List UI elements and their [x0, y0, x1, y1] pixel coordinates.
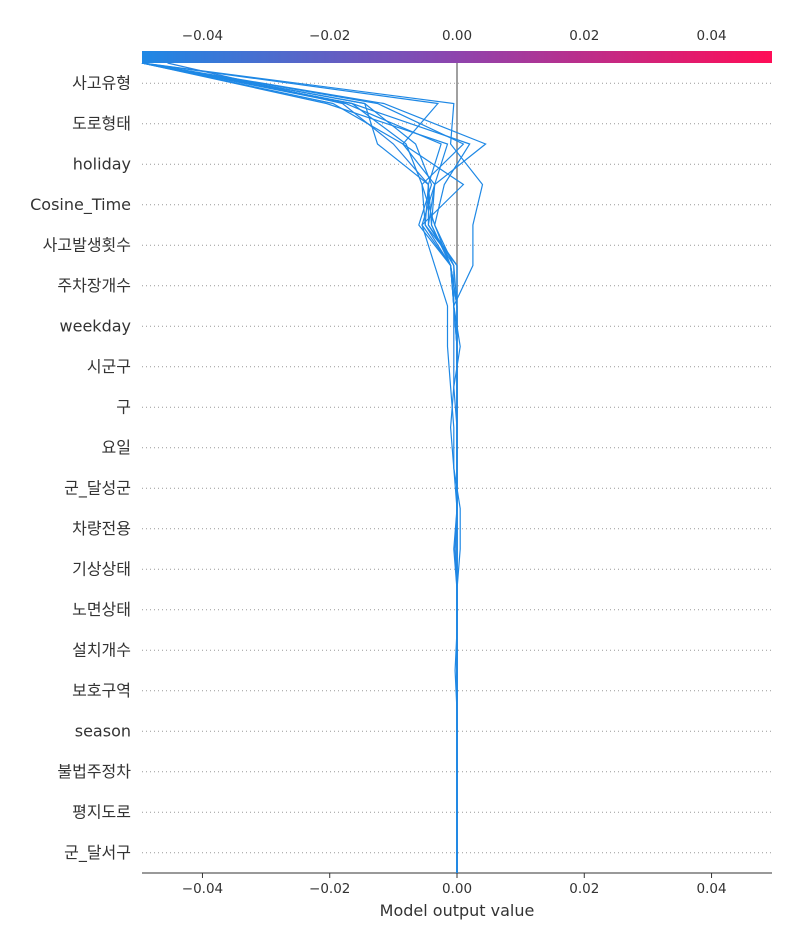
feature-label: season [75, 721, 131, 740]
feature-label: 군_달성군 [64, 478, 131, 498]
feature-label: 보호구역 [72, 681, 131, 700]
feature-label: 도로형태 [72, 114, 131, 133]
decision-line [141, 62, 465, 873]
feature-label: 구 [116, 397, 131, 416]
decision-line [141, 62, 458, 873]
bottom-tick-label: 0.00 [442, 881, 472, 897]
top-tick-label: 0.00 [442, 28, 472, 44]
feature-label: 불법주정차 [57, 762, 131, 781]
decision-line [141, 62, 465, 873]
feature-label: 군_달서구 [64, 843, 131, 863]
feature-label: Cosine_Time [30, 195, 131, 215]
decision-line [141, 62, 458, 873]
decision-line [141, 62, 458, 873]
feature-label: 설치개수 [72, 640, 131, 659]
colorbar [142, 51, 772, 63]
decision-line [141, 62, 471, 873]
feature-row-gridlines [142, 82, 772, 854]
feature-label: 사고발생횟수 [43, 235, 131, 254]
top-tick-label: −0.02 [309, 28, 350, 44]
top-tick-label: −0.04 [182, 28, 223, 44]
x-axis-title: Model output value [380, 901, 535, 920]
feature-label: 사고유형 [72, 73, 131, 92]
bottom-tick-label: 0.02 [569, 881, 599, 897]
feature-label: 평지도로 [72, 802, 131, 821]
feature-label: 차량전용 [72, 519, 131, 538]
bottom-tick-label: −0.02 [309, 881, 350, 897]
decision-line [141, 62, 458, 873]
bottom-tick-label: −0.04 [182, 881, 223, 897]
feature-label: holiday [73, 154, 131, 173]
decision-line [167, 62, 458, 873]
feature-label: weekday [60, 316, 131, 335]
decision-line [141, 62, 458, 873]
bottom-tick-label: 0.04 [697, 881, 727, 897]
feature-label: 시군구 [87, 357, 131, 376]
feature-label: 주차장개수 [57, 276, 131, 295]
bottom-tick-labels: −0.04 −0.02 0.00 0.02 0.04 [182, 873, 727, 897]
top-tick-label: 0.04 [697, 28, 727, 44]
feature-label: 노면상태 [72, 600, 131, 619]
decision-line [141, 62, 458, 873]
top-tick-label: 0.02 [569, 28, 599, 44]
feature-label: 요일 [102, 438, 131, 457]
top-tick-labels: −0.04 −0.02 0.00 0.02 0.04 [182, 28, 727, 44]
decision-lines [141, 62, 487, 873]
feature-label: 기상상태 [72, 559, 131, 578]
